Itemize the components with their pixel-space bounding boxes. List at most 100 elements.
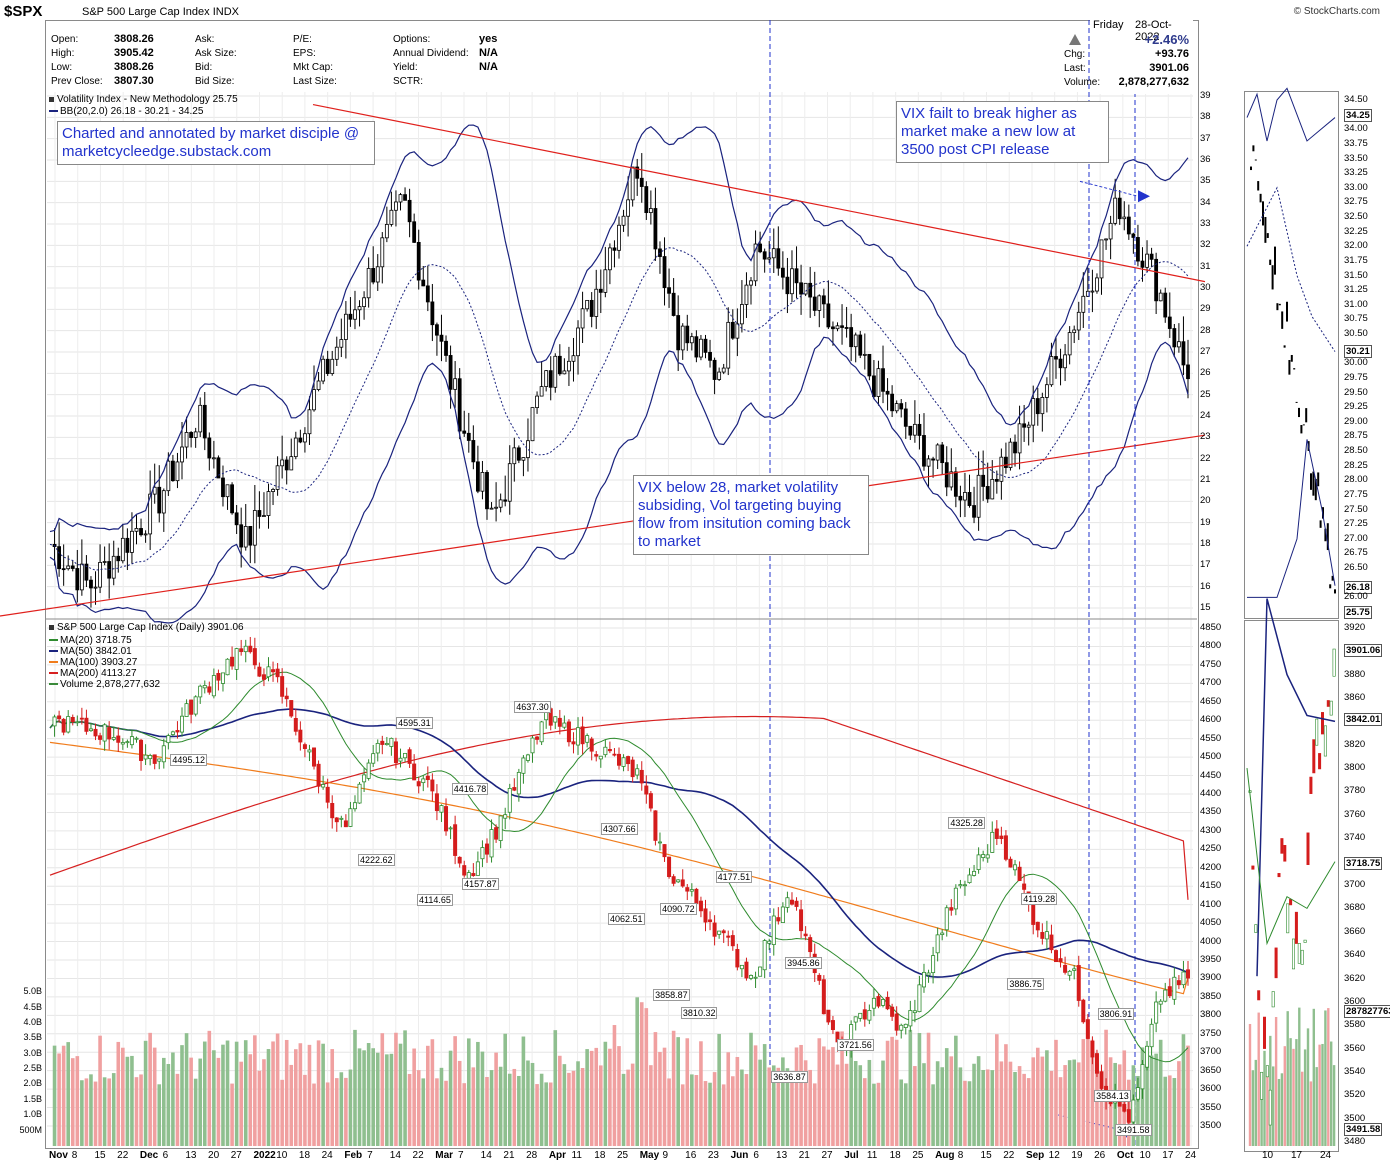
spx-candle bbox=[830, 1020, 835, 1030]
spx-candle bbox=[61, 718, 66, 733]
spx-candle bbox=[607, 749, 612, 752]
volume-bar bbox=[999, 1061, 1004, 1146]
vix-y-tick: 19 bbox=[1200, 516, 1211, 528]
vix-y-tick: 36 bbox=[1200, 154, 1211, 165]
vix-candle bbox=[120, 537, 125, 562]
spx-candle bbox=[321, 784, 326, 788]
volume-bar bbox=[152, 1047, 157, 1146]
vix-candle bbox=[539, 386, 544, 397]
zoom-vix-tick: 32.00 bbox=[1344, 240, 1368, 252]
zoom-vix-candle bbox=[1295, 401, 1298, 403]
vix-candle bbox=[412, 221, 417, 243]
bb-legend: BB(20,2.0) 26.18 - 30.21 - 34.25 bbox=[49, 106, 203, 117]
price-label: 4062.51 bbox=[608, 913, 645, 926]
volume-bar bbox=[1054, 1039, 1058, 1146]
vix-candle bbox=[230, 484, 234, 514]
vix-candle bbox=[175, 461, 180, 482]
volume-bar bbox=[553, 1030, 558, 1146]
volume-bar bbox=[116, 1041, 121, 1146]
vix-candle bbox=[667, 287, 671, 294]
spx-y-tick: 4300 bbox=[1200, 824, 1222, 836]
spx-candle bbox=[594, 754, 599, 757]
zoom-vix-candle bbox=[1300, 425, 1303, 434]
vix-candle bbox=[826, 303, 831, 328]
volume-bar bbox=[940, 1067, 944, 1146]
pct-change: +2.46% bbox=[1144, 32, 1189, 47]
spx-candle bbox=[1040, 932, 1045, 939]
spx-candle bbox=[612, 753, 617, 756]
volume-bar bbox=[412, 1048, 416, 1146]
x-tick: 25 bbox=[617, 1150, 629, 1161]
vix-candle bbox=[999, 456, 1004, 482]
volume-bar bbox=[321, 1043, 325, 1146]
volume-bar bbox=[371, 1048, 375, 1146]
zoom-volume-bar bbox=[1301, 1071, 1304, 1146]
volume-bar bbox=[111, 1073, 116, 1146]
volume-bar bbox=[867, 1059, 872, 1146]
spx-y-tick: 3650 bbox=[1200, 1064, 1222, 1076]
zoom-volume-bar bbox=[1257, 1012, 1260, 1146]
spx-candle bbox=[676, 879, 681, 883]
spx-candle bbox=[75, 721, 80, 724]
vix-candle bbox=[753, 243, 758, 282]
volume-bar bbox=[435, 1078, 439, 1146]
volume-bar bbox=[1035, 1047, 1040, 1146]
spx-candle bbox=[107, 727, 112, 740]
ma200-line bbox=[49, 715, 1189, 900]
spx-candle bbox=[234, 648, 239, 670]
zoom-volume-bar bbox=[1321, 1043, 1324, 1146]
volume-bar bbox=[981, 1069, 985, 1146]
vix-candle bbox=[466, 432, 471, 441]
volume-bar bbox=[863, 1078, 867, 1146]
zoom-vix-tick: 30.50 bbox=[1344, 328, 1368, 340]
zoom-spx-candle bbox=[1274, 947, 1278, 979]
volume-bar bbox=[603, 1041, 608, 1146]
x-tick: 2022 bbox=[253, 1150, 276, 1161]
vix-y-tick: 16 bbox=[1200, 580, 1211, 592]
volume-bar bbox=[1072, 1059, 1076, 1146]
spx-candle bbox=[553, 716, 558, 723]
annotation-vix-fail: VIX failt to break higher as market make… bbox=[896, 101, 1109, 163]
volume-bar bbox=[794, 1047, 799, 1146]
spx-candle bbox=[412, 763, 417, 781]
zoom-vix-tick: 34.50 bbox=[1344, 94, 1368, 105]
zoom-spx-tick: 3860 bbox=[1344, 691, 1366, 703]
vix-candle bbox=[994, 478, 999, 482]
spx-candle bbox=[990, 831, 995, 853]
zoom-spx-candle bbox=[1303, 939, 1307, 943]
volume-bar bbox=[817, 1038, 822, 1146]
volume-bar bbox=[598, 1065, 603, 1146]
vix-candle bbox=[84, 563, 89, 581]
spx-y-tick: 3550 bbox=[1200, 1101, 1222, 1113]
vix-candle bbox=[66, 565, 71, 570]
volume-bar bbox=[80, 1080, 84, 1146]
vix-candle bbox=[1154, 258, 1159, 302]
x-tick: 8 bbox=[957, 1150, 964, 1161]
spx-candle bbox=[184, 703, 189, 717]
price-label: 3584.13 bbox=[1094, 1089, 1131, 1102]
volume-bar bbox=[312, 1083, 316, 1146]
spx-candle bbox=[207, 686, 212, 693]
zoom-ma20 bbox=[1246, 768, 1336, 946]
zoom-spx-tick: 3660 bbox=[1344, 925, 1366, 937]
volume-bar bbox=[608, 1048, 612, 1146]
volume-bar bbox=[589, 1050, 594, 1146]
zoom-spx-tick: 3540 bbox=[1344, 1066, 1366, 1078]
volume-bar bbox=[717, 1033, 721, 1146]
quote-label: Yield: bbox=[393, 62, 418, 73]
zoom-vix-tick: 27.00 bbox=[1344, 532, 1368, 544]
price-label: 4495.12 bbox=[170, 753, 207, 766]
spx-candle bbox=[1081, 999, 1086, 1023]
volume-bar bbox=[1158, 1039, 1163, 1146]
vix-candle bbox=[221, 477, 225, 498]
vix-candle bbox=[211, 457, 216, 460]
volume-bar bbox=[480, 1051, 485, 1146]
spx-y-tick: 4400 bbox=[1200, 788, 1222, 799]
vix-candle bbox=[70, 565, 75, 569]
spx-candle bbox=[521, 757, 526, 774]
vix-candle bbox=[111, 555, 116, 579]
spx-candle bbox=[785, 897, 790, 908]
volume-bar bbox=[294, 1049, 298, 1146]
vix-candle bbox=[694, 336, 699, 358]
zoom-vix-tick: 28.00 bbox=[1344, 474, 1368, 486]
